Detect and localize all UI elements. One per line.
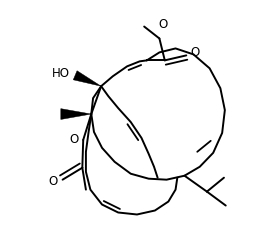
- Polygon shape: [61, 109, 91, 120]
- Polygon shape: [73, 71, 101, 86]
- Text: HO: HO: [52, 67, 70, 80]
- Text: O: O: [48, 175, 57, 188]
- Text: O: O: [190, 46, 199, 59]
- Text: O: O: [158, 18, 168, 31]
- Text: O: O: [70, 133, 79, 146]
